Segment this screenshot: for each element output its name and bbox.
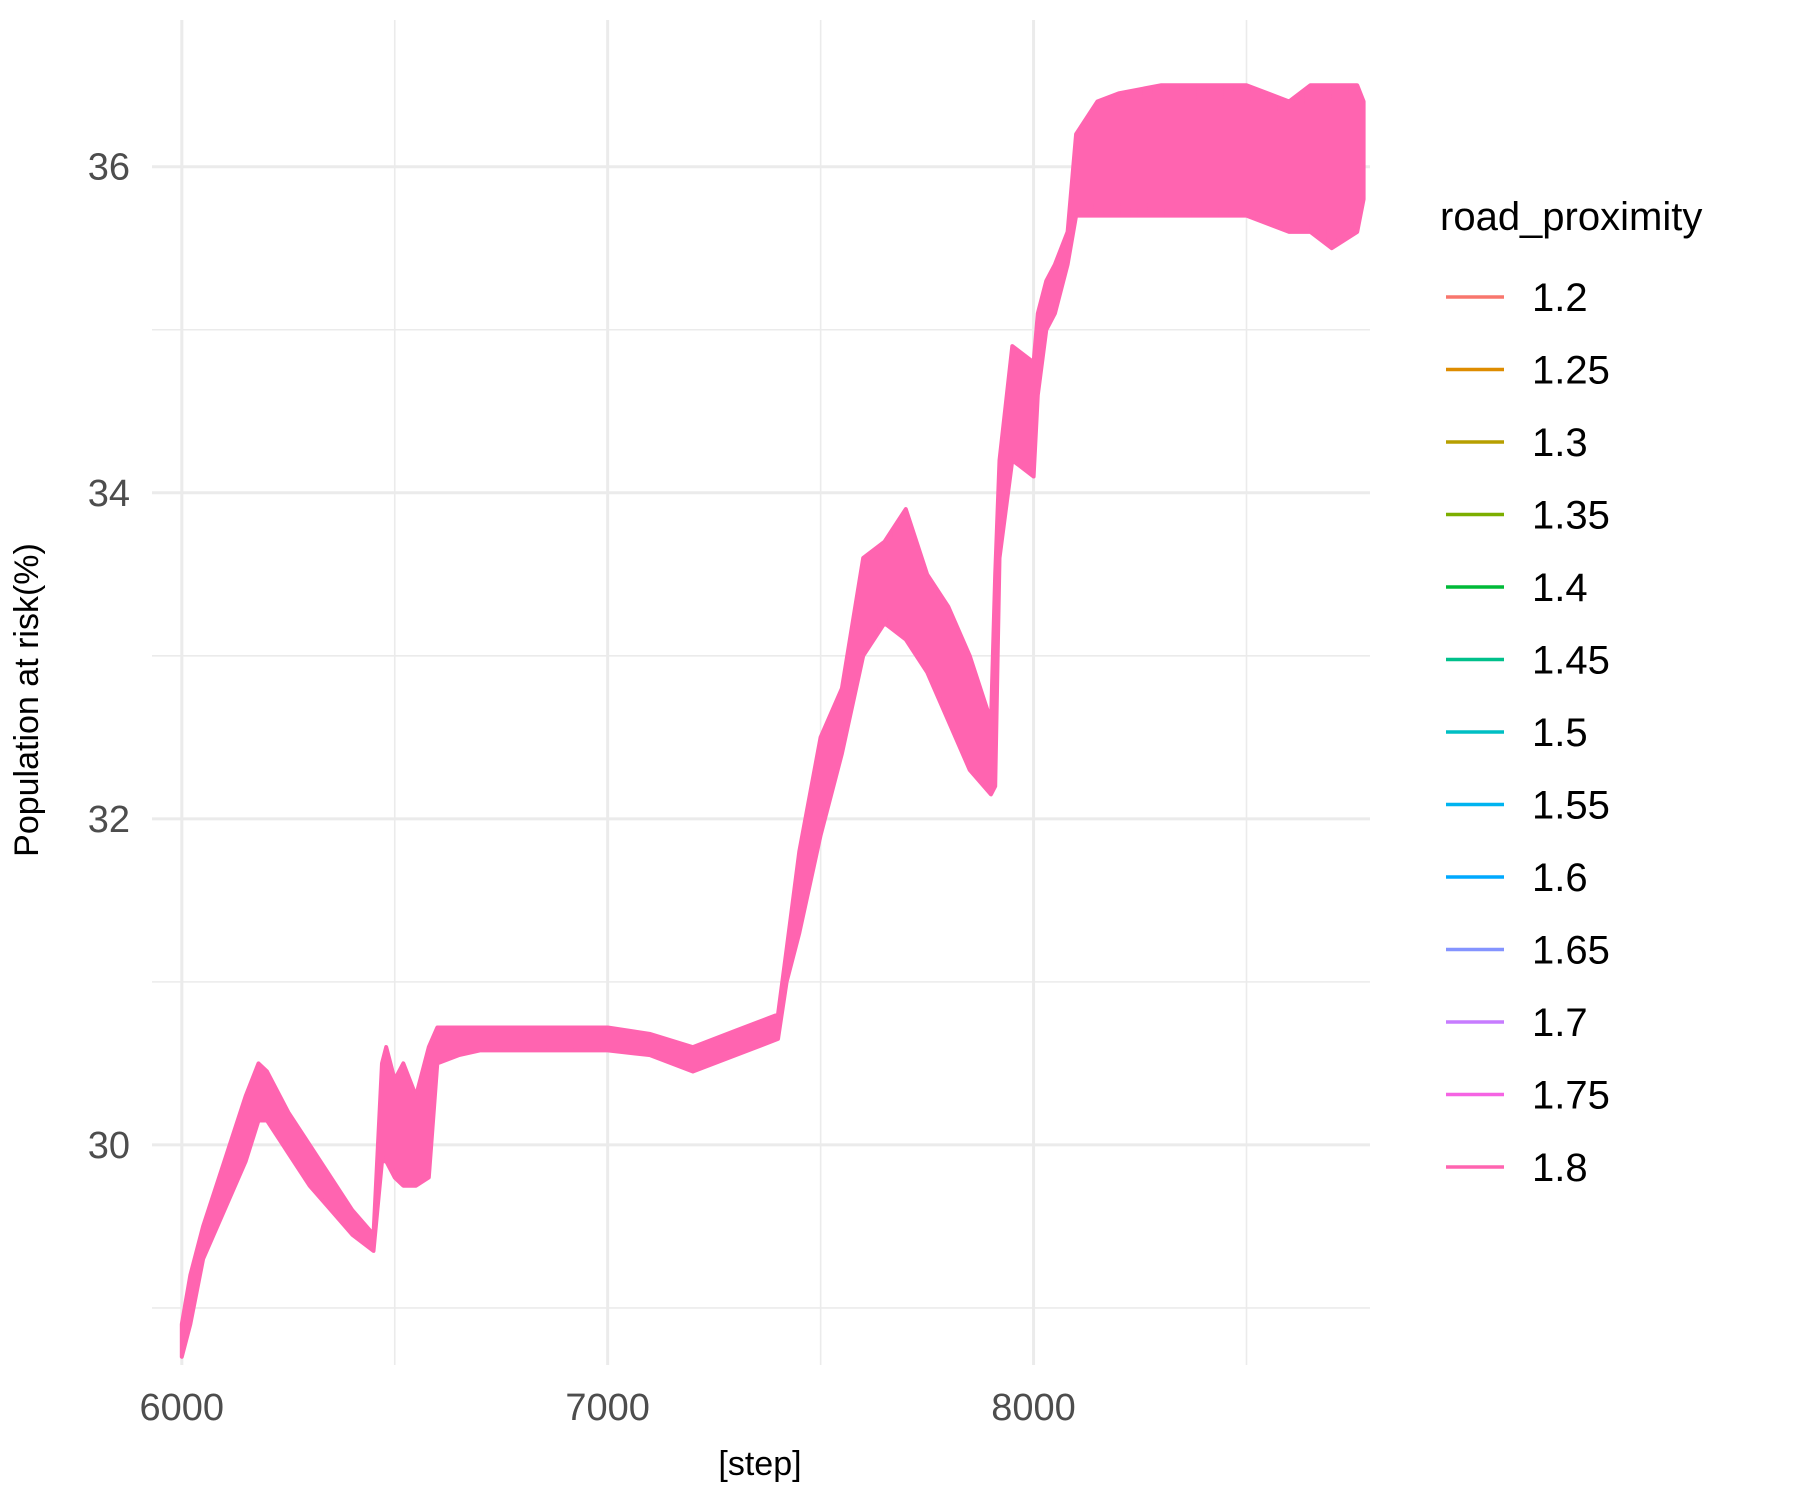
- legend: road_proximity 1.21.251.31.351.41.451.51…: [1440, 195, 1702, 1190]
- y-tick-label: 36: [88, 147, 130, 189]
- legend-label: 1.35: [1532, 494, 1610, 538]
- legend-item: 1.65: [1446, 929, 1610, 973]
- legend-label: 1.75: [1532, 1074, 1610, 1118]
- legend-item: 1.7: [1446, 1001, 1588, 1045]
- series-band-1.8: [179, 83, 1366, 1359]
- legend-item: 1.6: [1446, 856, 1588, 900]
- legend-item: 1.3: [1446, 421, 1588, 465]
- legend-label: 1.2: [1532, 276, 1588, 320]
- y-axis-ticks: 30 32 34 36: [88, 147, 130, 1167]
- legend-item: 1.45: [1446, 639, 1610, 683]
- legend-label: 1.7: [1532, 1001, 1588, 1045]
- legend-label: 1.5: [1532, 711, 1588, 755]
- y-tick-label: 34: [88, 473, 130, 515]
- x-axis-title: [step]: [718, 1445, 801, 1483]
- legend-item: 1.75: [1446, 1074, 1610, 1118]
- legend-title: road_proximity: [1440, 195, 1702, 239]
- y-tick-label: 30: [88, 1125, 130, 1167]
- x-tick-label: 7000: [565, 1387, 650, 1429]
- legend-item: 1.25: [1446, 349, 1610, 393]
- legend-entries: 1.2 1.25 1.3 1.35 1.4 1.45 1.5 1.55 1.6 1.65 1.7 1.…: [1446, 276, 1610, 1190]
- x-tick-label: 6000: [140, 1387, 225, 1429]
- series-line-1.8: [180, 85, 1366, 1351]
- legend-item: 1.8: [1446, 1146, 1588, 1190]
- x-axis-ticks: 6000 7000 8000: [140, 1387, 1076, 1429]
- y-tick-label: 32: [88, 799, 130, 841]
- legend-label: 1.45: [1532, 639, 1610, 683]
- legend-item: 1.55: [1446, 784, 1610, 828]
- y-axis-title: Population at risk(%): [8, 543, 46, 857]
- legend-item: 1.4: [1446, 566, 1588, 610]
- x-tick-label: 8000: [991, 1387, 1076, 1429]
- legend-item: 1.2: [1446, 276, 1588, 320]
- legend-label: 1.6: [1532, 856, 1588, 900]
- legend-label: 1.65: [1532, 929, 1610, 973]
- legend-item: 1.5: [1446, 711, 1588, 755]
- legend-label: 1.55: [1532, 784, 1610, 828]
- legend-item: 1.35: [1446, 494, 1610, 538]
- legend-label: 1.3: [1532, 421, 1588, 465]
- series-layer: [179, 83, 1366, 1359]
- legend-label: 1.8: [1532, 1146, 1588, 1190]
- grid: [152, 20, 1370, 1365]
- legend-label: 1.4: [1532, 566, 1588, 610]
- legend-label: 1.25: [1532, 349, 1610, 393]
